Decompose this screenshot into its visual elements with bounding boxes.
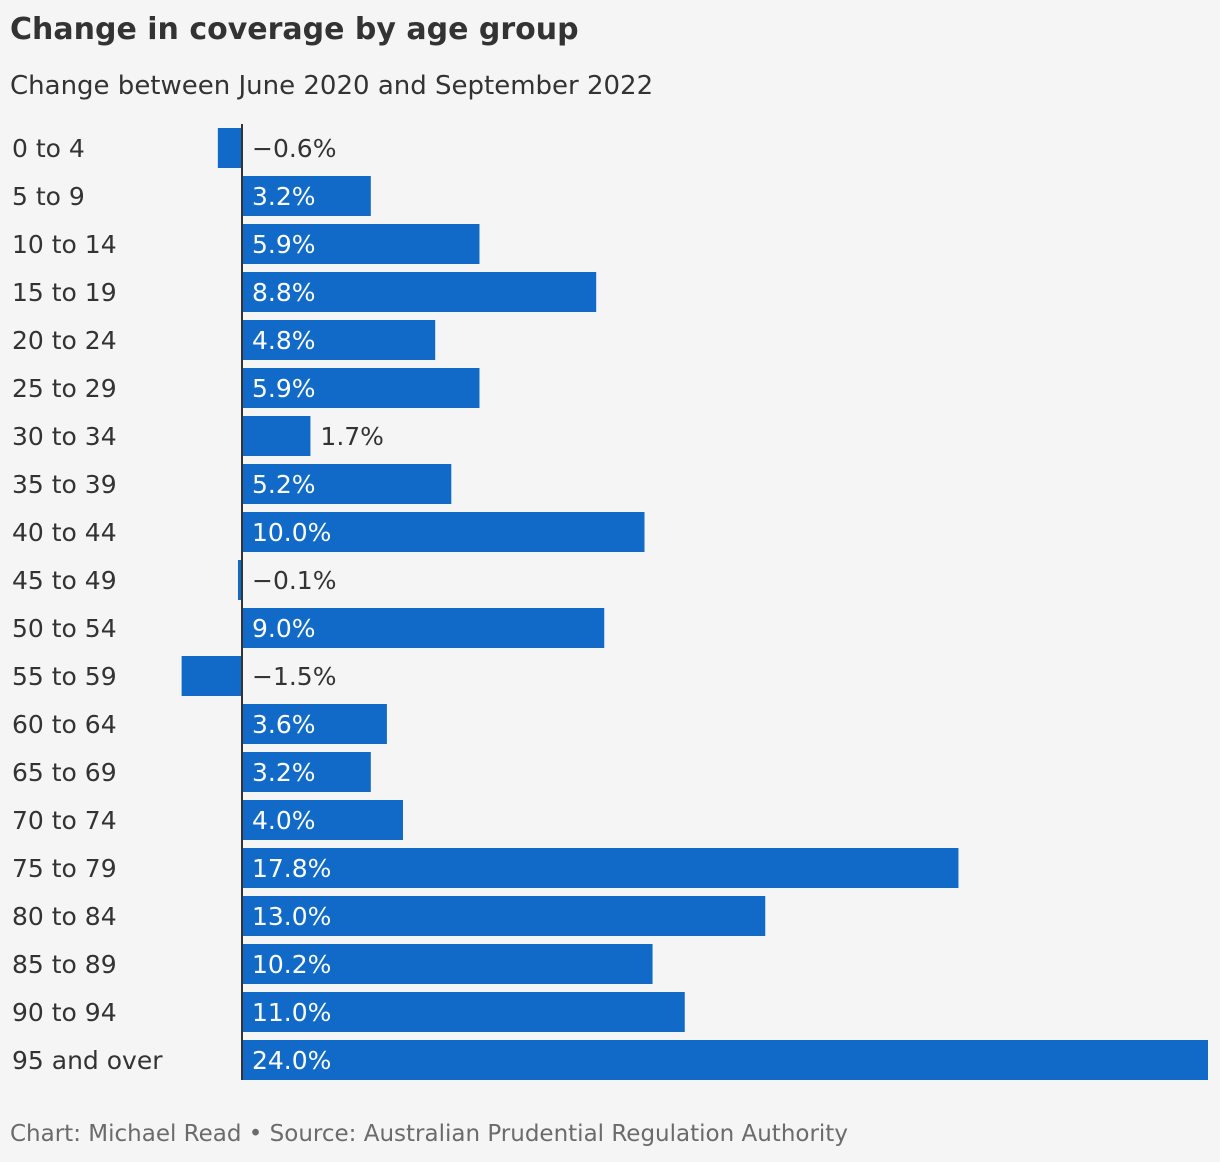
value-label: 3.2% — [252, 182, 316, 211]
category-label: 20 to 24 — [12, 326, 117, 355]
value-label: 9.0% — [252, 614, 316, 643]
value-label: 24.0% — [252, 1046, 331, 1075]
bar — [242, 752, 371, 792]
category-label: 35 to 39 — [12, 470, 117, 499]
bar — [242, 992, 685, 1032]
value-label: 10.2% — [252, 950, 331, 979]
bar — [242, 176, 371, 216]
bar — [242, 800, 403, 840]
category-label: 5 to 9 — [12, 182, 85, 211]
category-label: 80 to 84 — [12, 902, 117, 931]
category-label: 85 to 89 — [12, 950, 117, 979]
bar — [242, 272, 597, 312]
bar — [181, 656, 242, 696]
chart-title: Change in coverage by age group — [10, 12, 579, 47]
bar — [242, 416, 311, 456]
bar — [242, 944, 653, 984]
bar — [242, 368, 480, 408]
bar — [242, 896, 766, 936]
category-label: 95 and over — [12, 1046, 163, 1075]
bar — [242, 224, 480, 264]
bar — [242, 848, 959, 888]
value-label: −1.5% — [252, 662, 336, 691]
value-label: 1.7% — [320, 422, 384, 451]
category-label: 10 to 14 — [12, 230, 117, 259]
category-label: 45 to 49 — [12, 566, 117, 595]
bar — [242, 704, 387, 744]
category-label: 60 to 64 — [12, 710, 117, 739]
bar — [237, 560, 242, 600]
category-label: 75 to 79 — [12, 854, 117, 883]
value-label: 8.8% — [252, 278, 316, 307]
value-label: −0.1% — [252, 566, 336, 595]
bar — [242, 608, 605, 648]
value-label: 11.0% — [252, 998, 331, 1027]
bar — [217, 128, 242, 168]
value-label: 5.9% — [252, 230, 316, 259]
value-label: 17.8% — [252, 854, 331, 883]
value-label: 4.0% — [252, 806, 316, 835]
category-label: 50 to 54 — [12, 614, 117, 643]
value-label: 3.6% — [252, 710, 316, 739]
category-label: 70 to 74 — [12, 806, 117, 835]
bar — [242, 320, 436, 360]
value-label: 4.8% — [252, 326, 316, 355]
source-note: Chart: Michael Read • Source: Australian… — [10, 1121, 848, 1147]
category-label: 40 to 44 — [12, 518, 117, 547]
bar — [242, 464, 452, 504]
bar — [242, 1040, 1208, 1080]
category-label: 15 to 19 — [12, 278, 117, 307]
category-label: 25 to 29 — [12, 374, 117, 403]
category-label: 0 to 4 — [12, 134, 85, 163]
value-label: 3.2% — [252, 758, 316, 787]
value-label: 13.0% — [252, 902, 331, 931]
bar — [242, 512, 645, 552]
value-label: −0.6% — [252, 134, 336, 163]
value-label: 5.2% — [252, 470, 316, 499]
category-label: 65 to 69 — [12, 758, 117, 787]
value-label: 5.9% — [252, 374, 316, 403]
chart-subtitle: Change between June 2020 and September 2… — [10, 71, 654, 101]
category-label: 55 to 59 — [12, 662, 117, 691]
category-label: 30 to 34 — [12, 422, 117, 451]
value-label: 10.0% — [252, 518, 331, 547]
category-label: 90 to 94 — [12, 998, 117, 1027]
